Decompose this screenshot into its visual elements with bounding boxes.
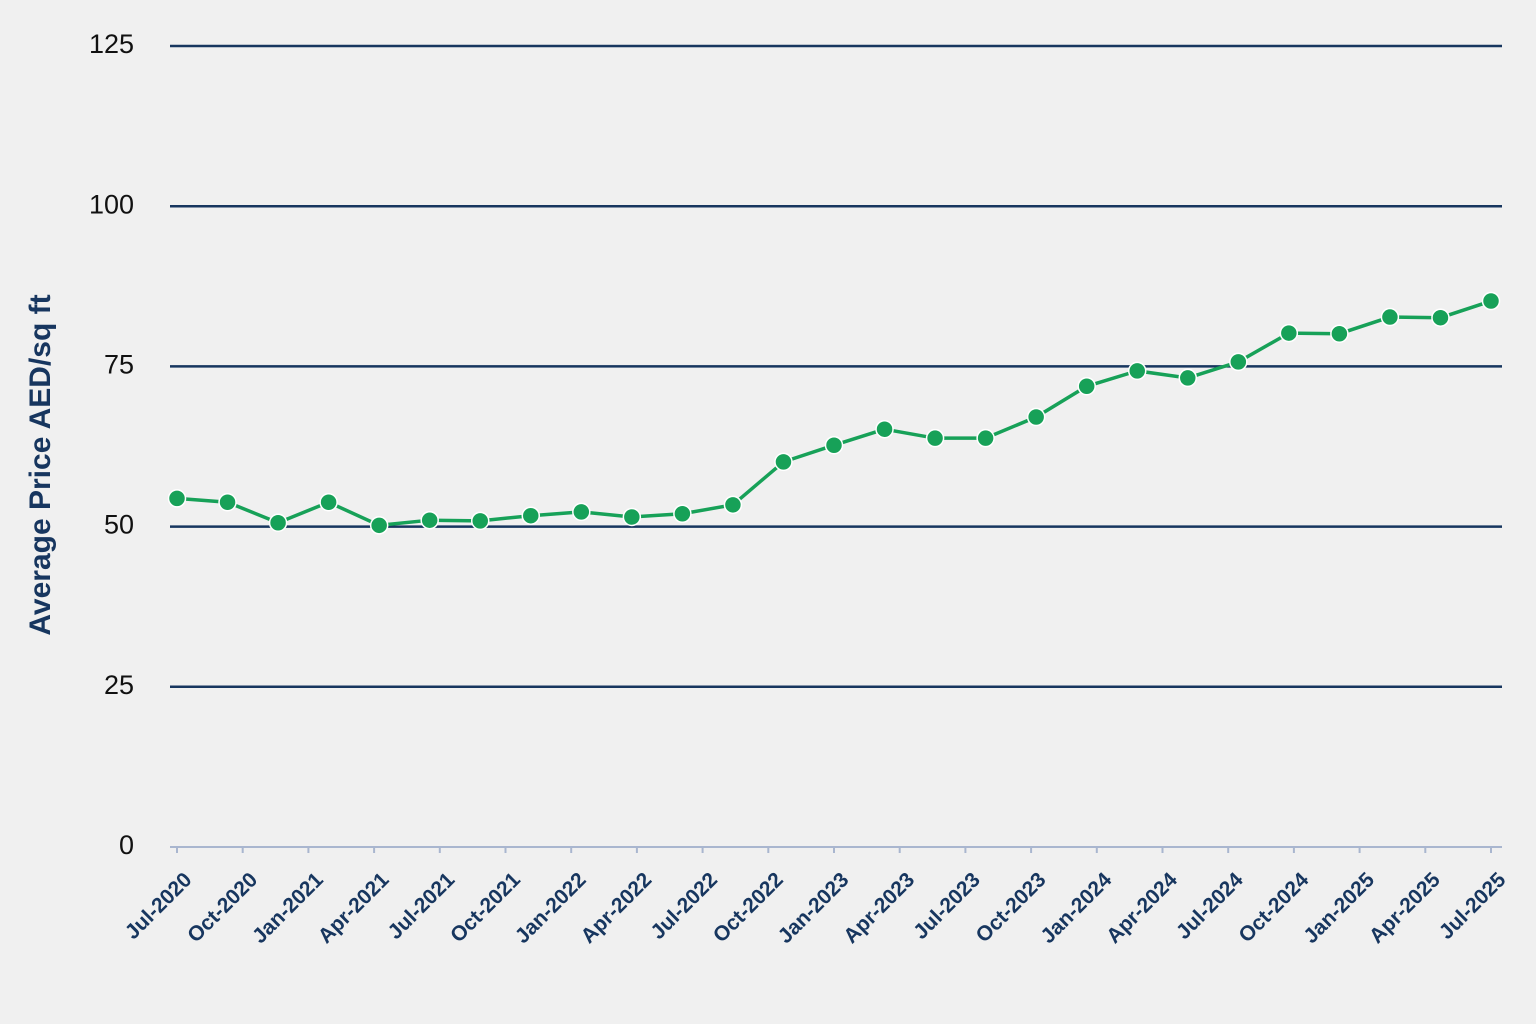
point bbox=[521, 506, 541, 525]
point bbox=[369, 516, 389, 535]
point bbox=[1127, 361, 1147, 381]
y-tick-label: 25 bbox=[104, 670, 134, 700]
point bbox=[824, 435, 844, 455]
point bbox=[1178, 368, 1198, 388]
point bbox=[1077, 377, 1096, 396]
point bbox=[622, 507, 642, 527]
point bbox=[319, 492, 338, 512]
y-tick-label: 50 bbox=[104, 510, 134, 540]
point bbox=[1026, 407, 1046, 427]
point bbox=[1330, 324, 1349, 343]
point bbox=[1229, 352, 1248, 372]
point bbox=[1279, 323, 1299, 343]
point bbox=[673, 504, 692, 524]
y-tick-label: 75 bbox=[104, 350, 134, 380]
point bbox=[774, 452, 793, 472]
point bbox=[723, 495, 743, 515]
point bbox=[218, 492, 237, 512]
point bbox=[268, 513, 288, 533]
point bbox=[1481, 291, 1501, 311]
point bbox=[925, 428, 945, 448]
point bbox=[1380, 307, 1400, 327]
y-tick-label: 0 bbox=[119, 830, 134, 860]
point bbox=[1431, 308, 1450, 327]
point bbox=[572, 502, 591, 522]
point bbox=[420, 510, 439, 530]
point bbox=[470, 511, 490, 531]
y-tick-label: 125 bbox=[89, 29, 134, 59]
y-tick-label: 100 bbox=[89, 189, 134, 219]
point bbox=[976, 428, 995, 448]
y-axis-label: Average Price AED/sq ft bbox=[24, 294, 57, 635]
point bbox=[167, 489, 187, 508]
point bbox=[875, 419, 894, 439]
